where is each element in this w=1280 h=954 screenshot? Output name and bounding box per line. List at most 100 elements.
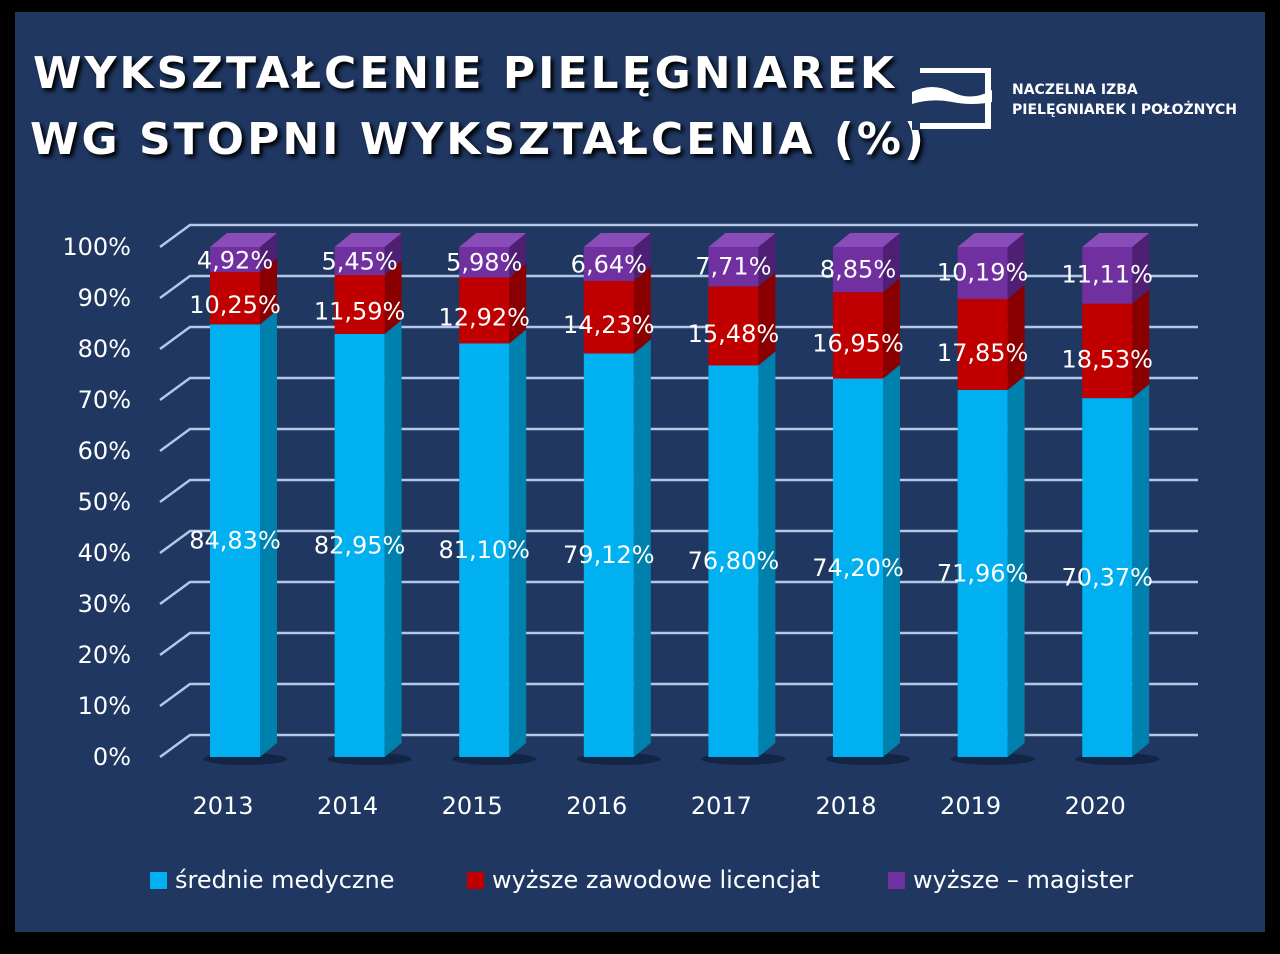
logo-text-line-2: PIELĘGNIAREK I POŁOŻNYCH — [1012, 102, 1237, 118]
data-label: 15,48% — [688, 320, 780, 348]
bar-segment-2015 — [459, 277, 510, 344]
data-label: 5,98% — [446, 249, 522, 277]
bar-side — [883, 233, 900, 293]
bar-side — [758, 233, 776, 287]
gridline — [159, 274, 1198, 300]
bar-top — [957, 233, 1025, 247]
bar-segment-2015 — [459, 247, 510, 278]
data-label: 17,85% — [937, 339, 1029, 367]
bar-segment-2014 — [334, 247, 385, 275]
y-tick-label: 60% — [78, 437, 131, 465]
bar-segment-2013 — [210, 272, 260, 325]
gridline — [159, 478, 1198, 504]
data-label: 71,96% — [937, 560, 1029, 588]
data-label: 18,53% — [1061, 346, 1153, 374]
data-label: 14,23% — [563, 311, 655, 339]
bar-side — [758, 351, 776, 757]
bar-segment-2020 — [1082, 246, 1133, 304]
bar-segment-2019 — [957, 390, 1008, 757]
bar-side — [1007, 376, 1025, 757]
gridline — [159, 223, 1198, 249]
bar-side — [1132, 232, 1150, 304]
data-label: 4,92% — [197, 246, 273, 274]
gridline — [159, 427, 1198, 453]
y-tick-label: 70% — [78, 386, 131, 414]
data-label: 7,71% — [695, 253, 771, 281]
bar-segment-2017 — [708, 365, 759, 757]
bar-segment-2013 — [210, 247, 260, 273]
bar-top — [583, 233, 651, 248]
legend-item: średnie medyczne — [150, 866, 394, 894]
bar-side — [758, 272, 776, 366]
data-label: 5,45% — [321, 248, 397, 276]
data-label: 82,95% — [314, 531, 406, 559]
bar-segment-2015 — [459, 343, 510, 757]
data-label: 6,64% — [571, 250, 647, 278]
y-tick-label: 30% — [78, 590, 131, 618]
bar-segment-2019 — [957, 247, 1008, 299]
x-tick-label: 2018 — [815, 792, 876, 820]
bar-side — [509, 263, 527, 344]
bar-segment-2018 — [833, 292, 883, 379]
data-label: 11,59% — [314, 297, 406, 325]
bar-side — [883, 278, 900, 379]
bar-top — [1082, 232, 1150, 247]
bar-segment-2018 — [833, 247, 883, 293]
y-tick-label: 100% — [62, 233, 131, 261]
logo-text-line-1: NACZELNA IZBA — [1012, 82, 1138, 98]
x-tick-label: 2017 — [691, 792, 752, 820]
gridline — [159, 631, 1198, 657]
legend-swatch — [150, 871, 167, 889]
bar-segment-2020 — [1082, 398, 1133, 757]
legend-label: średnie medyczne — [175, 866, 395, 894]
x-tick-label: 2014 — [317, 792, 378, 820]
legend-label: wyższe – magister — [913, 866, 1134, 894]
bar-side — [633, 266, 651, 354]
bar-top — [210, 233, 277, 247]
gridline — [159, 580, 1198, 606]
y-tick-label: 50% — [78, 488, 131, 516]
data-label: 74,20% — [812, 554, 904, 582]
x-tick-label: 2019 — [940, 792, 1001, 820]
y-tick-label: 40% — [78, 539, 131, 567]
bar-side — [509, 233, 527, 278]
bar-side — [384, 233, 402, 275]
data-label: 10,25% — [189, 291, 281, 319]
bar-top — [833, 233, 900, 247]
data-label: 76,80% — [688, 547, 780, 575]
y-tick-label: 0% — [93, 743, 131, 771]
legend-swatch — [467, 871, 484, 889]
bar-segment-2016 — [583, 280, 634, 354]
bar-side — [1132, 384, 1150, 757]
bar-segment-2014 — [334, 274, 385, 334]
legend-swatch — [888, 871, 905, 889]
legend-item: wyższe zawodowe licencjat — [467, 866, 820, 894]
gridline — [159, 325, 1198, 351]
bar-side — [509, 329, 527, 757]
bar-side — [260, 233, 277, 273]
bar-side — [1007, 233, 1025, 299]
y-tick-label: 20% — [78, 641, 131, 669]
data-label: 11,11% — [1061, 260, 1153, 288]
bar-segment-2018 — [833, 378, 883, 757]
chart-title-line-2: WG STOPNI WYKSZTAŁCENIA (%) — [30, 114, 928, 165]
y-tick-label: 90% — [78, 284, 131, 312]
bar-side — [633, 233, 651, 281]
x-tick-label: 2013 — [192, 792, 253, 820]
nipip-logo — [912, 68, 992, 130]
data-label: 70,37% — [1061, 564, 1153, 592]
data-label: 79,12% — [563, 541, 655, 569]
bar-side — [1007, 284, 1025, 391]
data-label: 8,85% — [820, 255, 896, 283]
bar-side — [883, 364, 900, 757]
bar-segment-2020 — [1082, 303, 1133, 399]
bar-top — [334, 233, 402, 248]
y-tick-label: 10% — [78, 692, 131, 720]
data-label: 10,19% — [937, 258, 1029, 286]
bar-segment-2014 — [334, 333, 385, 757]
gridline — [159, 733, 1198, 759]
chart-title-line-1: WYKSZTAŁCENIE PIELĘGNIAREK — [32, 48, 898, 99]
bar-top — [708, 233, 776, 248]
data-label: 16,95% — [812, 330, 904, 358]
